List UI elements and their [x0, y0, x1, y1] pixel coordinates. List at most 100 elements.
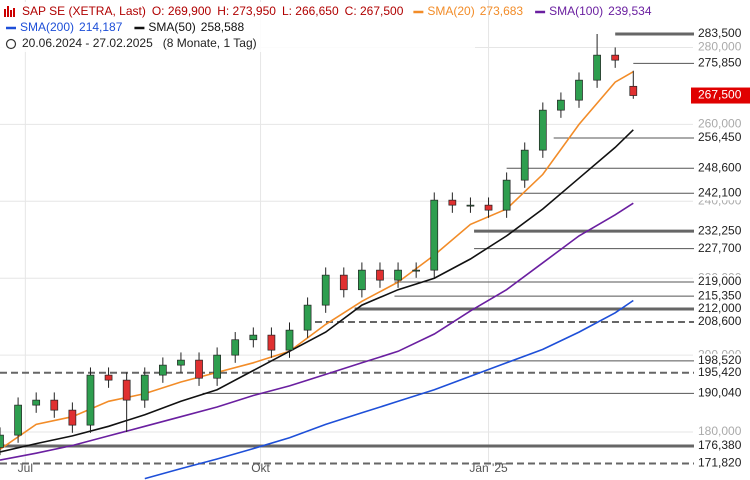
- header: SAP SE (XETRA, Last) O: 269,900 H: 273,950…: [0, 2, 652, 52]
- candle-body: [195, 359, 203, 379]
- candle-body: [213, 354, 221, 379]
- candle-body: [376, 269, 384, 281]
- level-label-bg: [694, 315, 750, 330]
- sma-line: [144, 299, 634, 480]
- candle-body: [575, 79, 583, 101]
- candle-body: [231, 339, 240, 356]
- candle-body: [68, 409, 77, 426]
- level-label-bg: [694, 186, 750, 201]
- candle-body: [158, 364, 167, 376]
- header-text: SAP SE (XETRA, Last): [22, 4, 146, 18]
- candle-body: [358, 269, 366, 291]
- y-tick-label: 280,000: [698, 40, 742, 54]
- candle-body: [502, 179, 511, 211]
- candle-body: [86, 374, 95, 426]
- header-text: C: 267,500: [345, 4, 404, 18]
- sma-line: [0, 71, 634, 450]
- candle-body: [466, 204, 475, 207]
- level-label: 283,500: [698, 26, 742, 40]
- level-label: 176,380: [698, 438, 742, 452]
- clock-icon: [5, 38, 17, 50]
- candle-body: [122, 379, 131, 401]
- candle-body: [394, 269, 402, 281]
- candle-body: [339, 274, 348, 291]
- legend-value: 214,187: [79, 20, 123, 34]
- candle-body: [629, 85, 638, 96]
- level-label-bg: [694, 438, 750, 453]
- level-label-bg: [694, 26, 750, 41]
- level-label-bg: [694, 275, 750, 290]
- last-price-box: [691, 87, 750, 104]
- level-label: 195,420: [698, 365, 742, 379]
- candle-body: [285, 329, 294, 351]
- level-label: 248,600: [698, 160, 742, 174]
- candle-body: [321, 274, 330, 306]
- level-label-bg: [694, 289, 750, 304]
- candle-body: [557, 99, 565, 111]
- header-bg: [0, 2, 475, 52]
- x-tick-label: Okt: [251, 461, 270, 475]
- candle-body: [430, 199, 439, 271]
- instrument-icon: [4, 6, 15, 17]
- candle-body: [412, 269, 421, 272]
- candle-body: [0, 434, 4, 448]
- legend-name: SMA(20): [427, 4, 474, 18]
- candle-body: [520, 149, 529, 181]
- level-label-bg: [694, 56, 750, 71]
- candle-body: [177, 359, 185, 366]
- level-label: 198,520: [698, 353, 742, 367]
- legend-value: 239,534: [608, 4, 652, 18]
- last-price-label: 267,500: [698, 88, 742, 102]
- sma-line: [0, 129, 634, 453]
- header-text: (8 Monate, 1 Tag): [163, 36, 257, 50]
- candle-body: [538, 109, 547, 151]
- level-label-bg: [694, 301, 750, 316]
- candle-body: [104, 374, 113, 381]
- candle-body: [484, 204, 493, 211]
- level-label-bg: [694, 456, 750, 471]
- level-label-bg: [694, 386, 750, 401]
- y-tick-label: 260,000: [698, 117, 742, 131]
- x-tick-label: Jan '25: [469, 461, 508, 475]
- header-text: L: 266,650: [282, 4, 339, 18]
- level-label: 215,350: [698, 288, 742, 302]
- level-label-bg: [694, 353, 750, 368]
- level-label: 275,850: [698, 56, 742, 70]
- legend-name: SMA(100): [549, 4, 603, 18]
- level-label-bg: [694, 224, 750, 239]
- legend-name: SMA(200): [20, 20, 74, 34]
- level-label: 232,250: [698, 223, 742, 237]
- candle-body: [50, 399, 59, 411]
- candle-body: [140, 374, 149, 401]
- level-label-bg: [694, 241, 750, 256]
- level-label: 190,040: [698, 386, 742, 400]
- level-label: 212,000: [698, 301, 742, 315]
- candle-body: [593, 54, 601, 81]
- header-text: O: 269,900: [152, 4, 212, 18]
- candle-body: [267, 334, 276, 351]
- level-label-bg: [694, 365, 750, 380]
- level-label-bg: [694, 161, 750, 176]
- sma-line: [0, 202, 634, 461]
- level-label: 208,600: [698, 314, 742, 328]
- legend-value: 273,683: [480, 4, 524, 18]
- level-label: 227,700: [698, 241, 742, 255]
- level-label: 256,450: [698, 130, 742, 144]
- legend-value: 258,588: [201, 20, 245, 34]
- y-tick-label: 180,000: [698, 424, 742, 438]
- candle-body: [448, 199, 457, 206]
- level-label: 219,000: [698, 274, 742, 288]
- header-text: H: 273,950: [217, 4, 276, 18]
- header-text: 20.06.2024 - 27.02.2025: [22, 36, 153, 50]
- candle-body: [32, 399, 41, 406]
- level-label-bg: [694, 131, 750, 146]
- legend-name: SMA(50): [148, 20, 195, 34]
- x-tick-label: Jul: [18, 461, 33, 475]
- candle-body: [249, 334, 258, 341]
- candle-body: [611, 54, 620, 61]
- level-label: 171,820: [698, 456, 742, 470]
- candle-body: [303, 304, 312, 331]
- level-label: 242,100: [698, 185, 742, 199]
